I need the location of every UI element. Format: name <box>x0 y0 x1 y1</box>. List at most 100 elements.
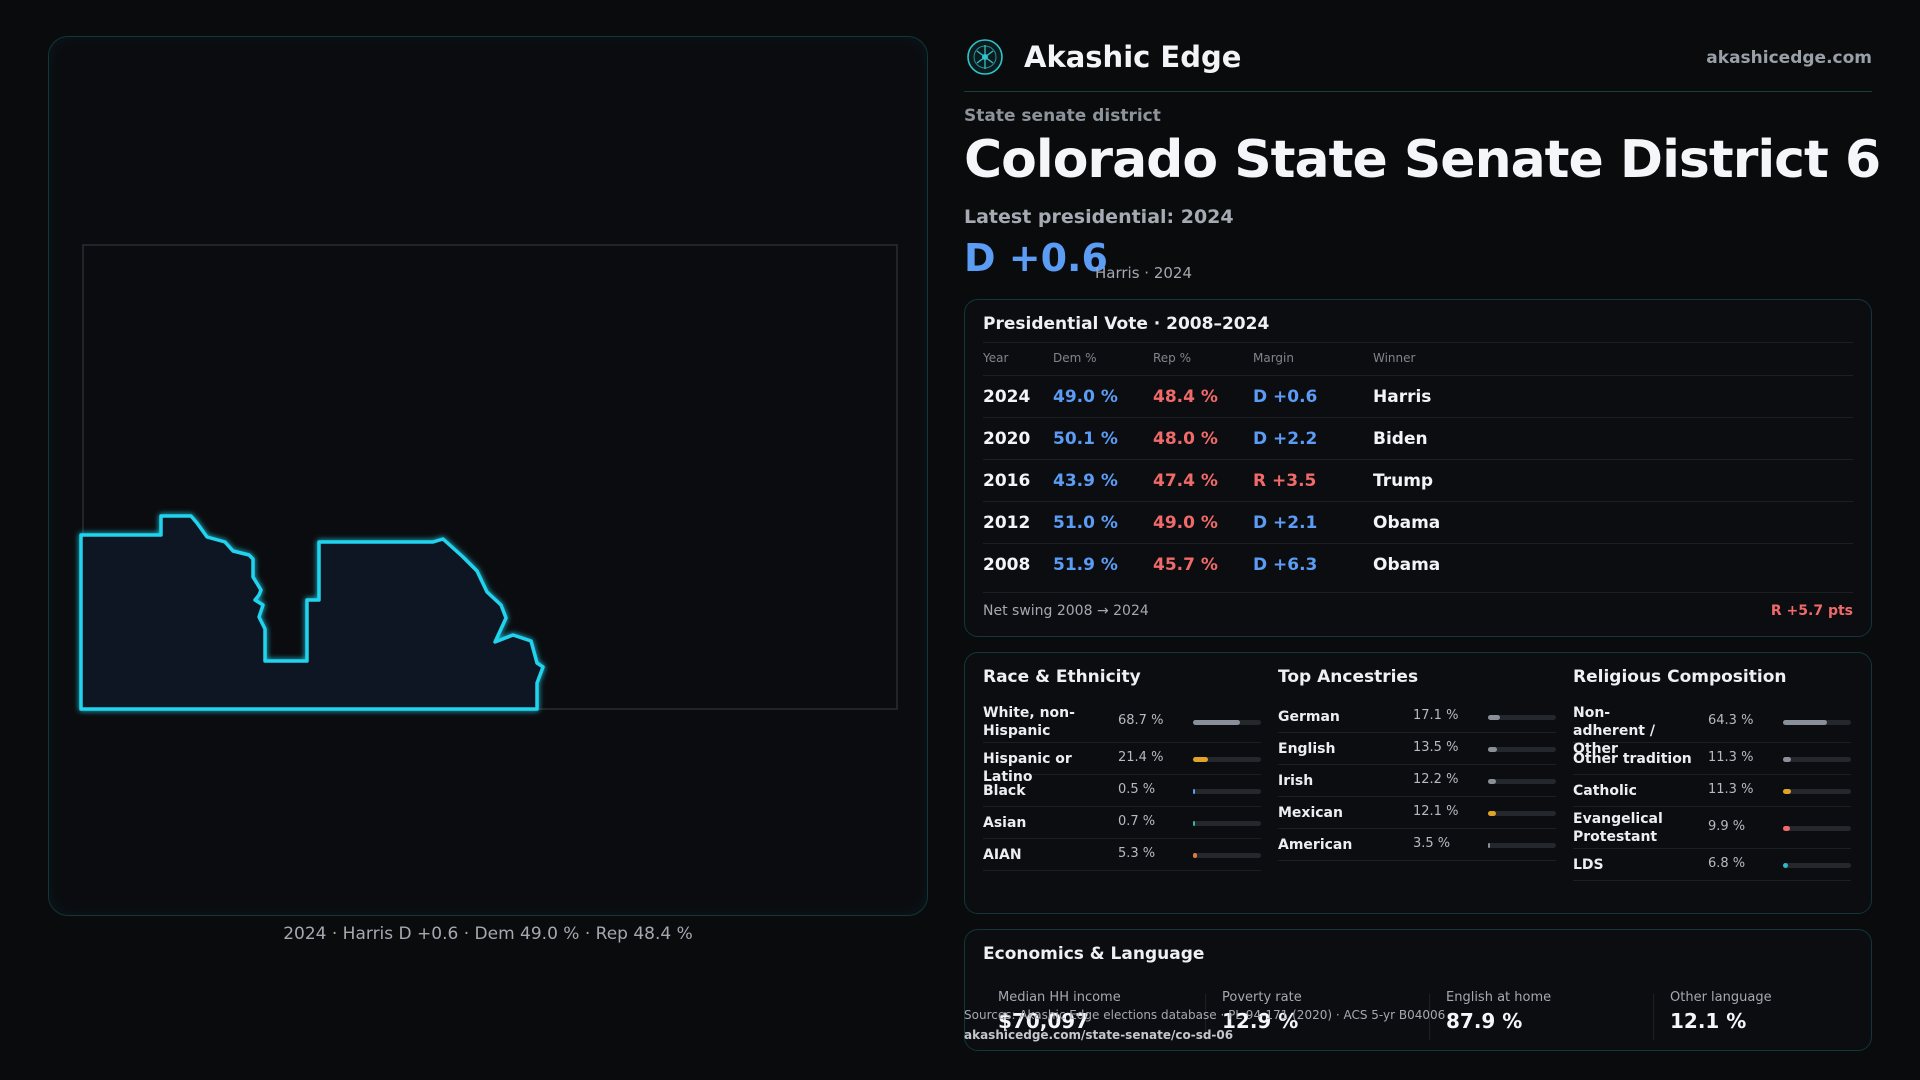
item-percent: 13.5 % <box>1413 740 1459 755</box>
col-header-dem: Dem % <box>1053 351 1097 365</box>
percent-bar <box>1783 757 1851 762</box>
row-winner: Biden <box>1373 429 1428 449</box>
percent-bar-fill <box>1783 720 1827 725</box>
list-item[interactable]: Non-adherent / Other 64.3 % <box>1573 701 1851 757</box>
percent-bar <box>1488 715 1556 720</box>
row-margin: D +2.2 <box>1253 429 1318 449</box>
percent-bar <box>1488 811 1556 816</box>
page-title: Colorado State Senate District 6 <box>964 130 1881 190</box>
row-dem-pct: 51.0 % <box>1053 513 1118 533</box>
list-item[interactable]: American 3.5 % <box>1278 829 1556 861</box>
item-percent: 21.4 % <box>1118 750 1164 765</box>
district-type-label: State senate district <box>964 106 1161 126</box>
list-item[interactable]: Other tradition 11.3 % <box>1573 743 1851 775</box>
item-percent: 12.1 % <box>1413 804 1459 819</box>
percent-bar-fill <box>1488 747 1498 752</box>
latest-margin-value: D +0.6 <box>964 236 1108 280</box>
percent-bar <box>1193 757 1261 762</box>
econ-label: Poverty rate <box>1222 990 1302 1005</box>
row-rep-pct: 47.4 % <box>1153 471 1218 491</box>
district-map[interactable] <box>49 37 929 917</box>
row-year: 2008 <box>983 555 1031 575</box>
row-rep-pct: 48.4 % <box>1153 387 1218 407</box>
percent-bar <box>1193 789 1261 794</box>
brand-url-link[interactable]: akashicedge.com <box>1706 48 1872 68</box>
percent-bar <box>1488 779 1556 784</box>
econ-label: English at home <box>1446 990 1552 1005</box>
race-ethnicity-title: Race & Ethnicity <box>983 667 1141 687</box>
item-label: German <box>1278 709 1340 725</box>
row-rep-pct: 49.0 % <box>1153 513 1218 533</box>
percent-bar-fill <box>1488 843 1491 848</box>
item-percent: 11.3 % <box>1708 782 1754 797</box>
item-label: English <box>1278 741 1336 757</box>
percent-bar-fill <box>1193 821 1195 826</box>
row-margin: D +0.6 <box>1253 387 1318 407</box>
sources-footer: Sources: Akashic Edge elections database… <box>964 1005 1445 1045</box>
item-percent: 68.7 % <box>1118 713 1164 728</box>
divider <box>1653 994 1654 1040</box>
latest-presidential-label: Latest presidential: 2024 <box>964 206 1234 228</box>
list-item[interactable]: Hispanic or Latino 21.4 % <box>983 743 1261 785</box>
table-row[interactable]: 2020 50.1 % 48.0 % D +2.2 Biden <box>983 417 1853 459</box>
religious-composition-title: Religious Composition <box>1573 667 1787 687</box>
item-percent: 11.3 % <box>1708 750 1754 765</box>
table-row[interactable]: 2024 49.0 % 48.4 % D +0.6 Harris <box>983 375 1853 417</box>
vote-table-header: Year Dem % Rep % Margin Winner <box>983 351 1853 375</box>
percent-bar-fill <box>1488 715 1500 720</box>
list-item[interactable]: Mexican 12.1 % <box>1278 797 1556 829</box>
net-swing-row: Net swing 2008 → 2024 R +5.7 pts <box>983 592 1853 626</box>
page-url-link[interactable]: akashicedge.com/state-senate/co-sd-06 <box>964 1028 1234 1042</box>
list-item[interactable]: Asian 0.7 % <box>983 807 1261 839</box>
top-ancestries-title: Top Ancestries <box>1278 667 1419 687</box>
item-label: White, non-Hispanic <box>983 705 1075 739</box>
item-label: LDS <box>1573 857 1604 873</box>
percent-bar-fill <box>1783 826 1790 831</box>
list-item[interactable]: LDS 6.8 % <box>1573 849 1851 881</box>
presidential-vote-title: Presidential Vote · 2008–2024 <box>983 314 1270 334</box>
table-row[interactable]: 2008 51.9 % 45.7 % D +6.3 Obama <box>983 543 1853 585</box>
item-label: American <box>1278 837 1353 853</box>
economics-language-card: Economics & Language Median HH income $7… <box>964 929 1872 1051</box>
item-label: Other tradition <box>1573 751 1692 767</box>
district-outline[interactable] <box>79 514 545 711</box>
latest-margin-subtitle: Harris · 2024 <box>1095 264 1193 282</box>
item-percent: 9.9 % <box>1708 819 1746 834</box>
divider <box>1429 994 1430 1040</box>
row-winner: Obama <box>1373 513 1441 533</box>
row-margin: D +6.3 <box>1253 555 1318 575</box>
list-item[interactable]: AIAN 5.3 % <box>983 839 1261 871</box>
row-dem-pct: 43.9 % <box>1053 471 1118 491</box>
row-winner: Harris <box>1373 387 1432 407</box>
item-label: Irish <box>1278 773 1314 789</box>
list-item[interactable]: German 17.1 % <box>1278 701 1556 733</box>
row-dem-pct: 51.9 % <box>1053 555 1118 575</box>
item-label: Catholic <box>1573 783 1637 799</box>
table-row[interactable]: 2012 51.0 % 49.0 % D +2.1 Obama <box>983 501 1853 543</box>
row-year: 2012 <box>983 513 1031 533</box>
econ-value: $70,097 <box>998 1009 1090 1033</box>
row-year: 2016 <box>983 471 1031 491</box>
list-item[interactable]: Evangelical Protestant 9.9 % <box>1573 807 1851 849</box>
list-item[interactable]: Irish 12.2 % <box>1278 765 1556 797</box>
row-margin: D +2.1 <box>1253 513 1318 533</box>
list-item[interactable]: Black 0.5 % <box>983 775 1261 807</box>
list-item[interactable]: Catholic 11.3 % <box>1573 775 1851 807</box>
akashic-edge-logo-icon <box>967 39 1003 75</box>
map-caption: 2024 · Harris D +0.6 · Dem 49.0 % · Rep … <box>283 924 693 944</box>
econ-poverty-rate: Poverty rate 12.9 % <box>1222 990 1302 1033</box>
brand-name: Akashic Edge <box>1024 40 1242 74</box>
percent-bar-fill <box>1783 757 1791 762</box>
percent-bar-fill <box>1193 720 1240 725</box>
table-row[interactable]: 2016 43.9 % 47.4 % R +3.5 Trump <box>983 459 1853 501</box>
list-item[interactable]: English 13.5 % <box>1278 733 1556 765</box>
percent-bar <box>1488 843 1556 848</box>
percent-bar-fill <box>1488 779 1497 784</box>
econ-value: 12.1 % <box>1670 1009 1747 1033</box>
district-map-panel[interactable] <box>48 36 928 916</box>
item-label: Hispanic or Latino <box>983 751 1072 785</box>
col-header-margin: Margin <box>1253 351 1294 365</box>
percent-bar <box>1783 789 1851 794</box>
list-item[interactable]: White, non-Hispanic 68.7 % <box>983 701 1261 743</box>
item-label: Mexican <box>1278 805 1343 821</box>
